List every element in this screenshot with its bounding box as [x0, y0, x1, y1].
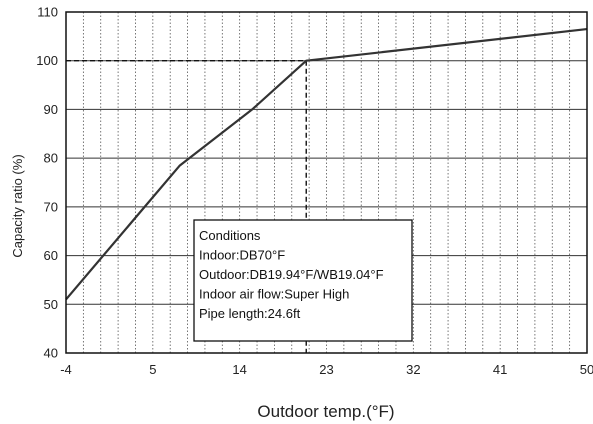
y-tick-label: 40 [44, 346, 58, 361]
tick-labels: 40 50 60 70 80 90 100 110 -4 5 14 23 32 41 50 [36, 5, 593, 378]
condition-line: Outdoor:DB19.94°F/WB19.04°F [199, 267, 384, 282]
x-tick-label: 50 [580, 362, 593, 377]
x-tick-label: 23 [319, 362, 333, 377]
x-tick-label: 41 [493, 362, 507, 377]
conditions-box-frame [193, 219, 413, 342]
y-tick-label: 110 [37, 5, 58, 20]
plot-border [65, 11, 588, 354]
y-tick-label: 50 [44, 297, 58, 312]
y-tick-label: 100 [36, 53, 58, 68]
x-tick-label: -4 [60, 362, 72, 377]
conditions-box: Conditions Indoor:DB70°F Outdoor:DB19.94°F… [193, 219, 413, 342]
x-tick-label: 32 [406, 362, 420, 377]
series-layer [65, 27, 588, 301]
series-line [65, 27, 588, 301]
y-tick-label: 60 [44, 248, 58, 263]
x-tick-label: 14 [232, 362, 246, 377]
x-tick-label: 5 [149, 362, 156, 377]
condition-line: Pipe length:24.6ft [199, 306, 301, 321]
condition-line: Indoor air flow:Super High [199, 287, 349, 302]
y-tick-label: 80 [44, 151, 58, 166]
x-axis-title: Outdoor temp.(°F) [257, 402, 394, 421]
y-tick-label: 90 [44, 102, 58, 117]
condition-line: Indoor:DB70°F [199, 248, 285, 263]
y-tick-label: 70 [44, 199, 58, 214]
y-axis-title: Capacity ratio (%) [10, 154, 25, 257]
plot-frame [65, 11, 588, 354]
condition-line: Conditions [199, 228, 261, 243]
